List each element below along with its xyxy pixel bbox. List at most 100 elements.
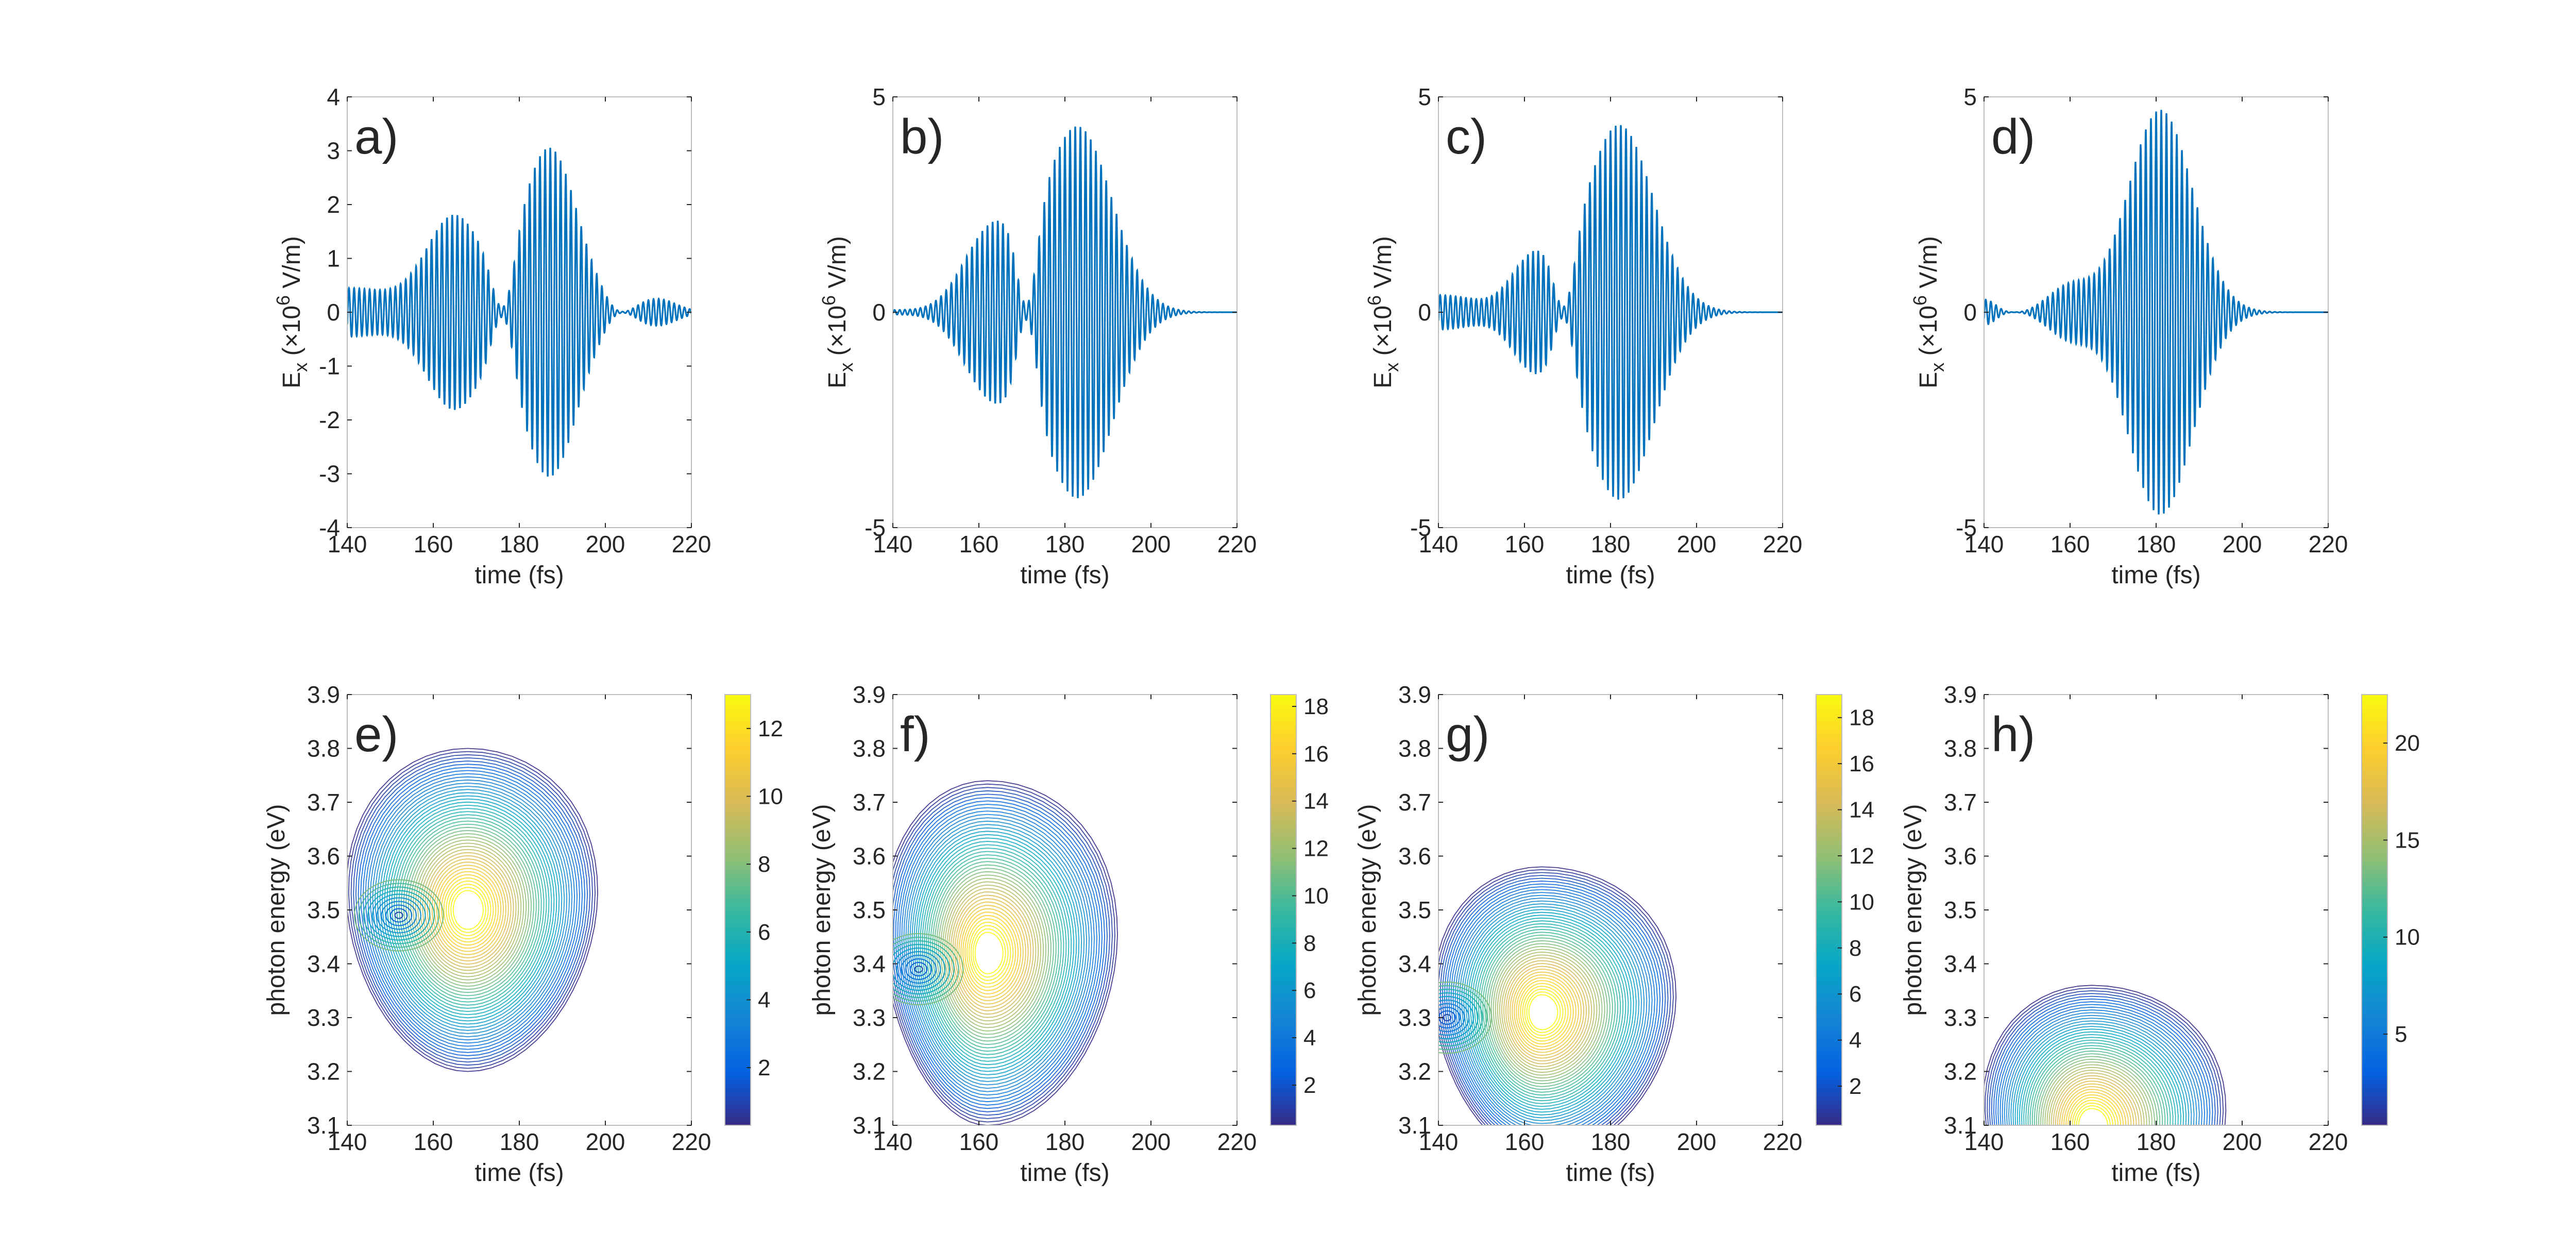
colorbar-tick-label: 12: [758, 716, 783, 741]
contour-line: [946, 884, 1039, 1022]
contour-line: [413, 836, 527, 984]
contour-line: [893, 943, 951, 994]
contour-line: [2031, 1048, 2166, 1125]
contour-line: [972, 928, 1006, 978]
contour-line: [916, 834, 1077, 1072]
contour-line: [381, 901, 417, 930]
colorbar-tick-label: 16: [1849, 751, 1874, 776]
contour-line: [2002, 1009, 2202, 1125]
x-tick-label: 180: [500, 1128, 539, 1155]
contour-line: [1438, 872, 1671, 1125]
contour-line: [893, 793, 1108, 1112]
contour-line: [1995, 1001, 2211, 1125]
contour-line: [2033, 1050, 2163, 1125]
series-line: [893, 126, 1237, 499]
contour-line: [2021, 1034, 2179, 1125]
contour-line: [962, 911, 1019, 994]
y-tick-label: 3.4: [1944, 951, 1977, 977]
x-tick-label: 220: [1217, 531, 1257, 558]
y-label-sub: x: [1381, 363, 1402, 372]
y-tick-label: 3.5: [307, 897, 340, 923]
contour-line: [940, 874, 1046, 1032]
panel-label: c): [1446, 109, 1487, 164]
contour-line: [913, 831, 1080, 1075]
contour-line: [1438, 992, 1479, 1043]
y-tick-label: 4: [327, 83, 340, 110]
contour-line: [968, 921, 1011, 985]
contour-line: [893, 787, 1113, 1119]
contour-line: [2036, 1053, 2160, 1125]
contour-line: [385, 904, 413, 926]
contour-line: [954, 898, 1029, 1008]
x-tick-label: 220: [2309, 531, 2348, 558]
colorbar-tick-label: 14: [1849, 798, 1874, 823]
contour-line: [896, 951, 941, 987]
colorbar: 5 10 15 20: [2361, 694, 2420, 1126]
y-axis-label: photon energy (eV): [263, 804, 290, 1016]
y-tick-label: 3.6: [307, 843, 340, 870]
contour-line: [893, 790, 1110, 1116]
contour-line: [893, 940, 955, 998]
x-tick-label: 220: [1217, 1128, 1257, 1155]
y-tick-label: 3.2: [1944, 1058, 1977, 1085]
x-tick-label: 200: [2223, 1128, 2262, 1155]
colorbar-tick-label: 20: [2395, 731, 2420, 756]
contour-line: [1507, 966, 1585, 1059]
contour-line: [1495, 949, 1600, 1076]
colorbar-tick-label: 18: [1303, 694, 1329, 719]
y-tick-label: 3.6: [853, 843, 886, 870]
panel-label: h): [1991, 707, 2035, 762]
y-tick-label: 5: [1963, 83, 1977, 110]
contour-line: [379, 792, 563, 1028]
contour-lines: [893, 780, 1118, 1125]
contour-line: [358, 883, 439, 948]
y-tick-label: 3.3: [1944, 1004, 1977, 1031]
y-tick-label: -5: [865, 514, 886, 541]
contour-line: [897, 804, 1100, 1103]
y-tick-label: 3.1: [853, 1112, 886, 1139]
y-tick-label: 3.1: [1944, 1112, 1977, 1139]
series-line: [1438, 125, 1783, 500]
y-tick-label: 3.9: [853, 681, 886, 708]
x-tick-label: 160: [959, 1128, 999, 1155]
contour-line: [944, 881, 1042, 1025]
contour-line: [436, 868, 502, 952]
contour-line: [893, 780, 1118, 1125]
y-tick-label: 3.7: [1944, 789, 1977, 816]
colorbar-tick-label: 10: [1303, 883, 1329, 908]
chart-panel-e: 140 160 180 200 220 time (fs) 3.1 3.2 3.3 3.4 3.5 3…: [263, 681, 783, 1187]
contour-line: [2067, 1094, 2122, 1125]
contour-line: [438, 871, 499, 949]
contour-line: [932, 861, 1057, 1045]
contour-line: [429, 858, 509, 961]
y-tick-label: -5: [1956, 514, 1977, 541]
contour-line: [360, 767, 583, 1053]
y-tick-label: 3.4: [1398, 951, 1431, 977]
colorbar-tick-label: 12: [1849, 843, 1874, 869]
contour-line: [911, 827, 1082, 1079]
contour-line: [1526, 991, 1561, 1033]
contour-line: [2008, 1018, 2195, 1125]
contour-line: [2074, 1102, 2113, 1125]
contour-line: [2016, 1028, 2184, 1125]
chart-panel-c: 140 160 180 200 220 time (fs) -5 0 5 c) Ex (×106 V…: [1364, 83, 1802, 589]
colorbar-tick-label: 4: [758, 987, 770, 1012]
colorbar-gradient: [1816, 694, 1842, 1126]
y-axis-label: photon energy (eV): [1900, 804, 1927, 1016]
y-tick-label: 5: [872, 83, 886, 110]
contour-line: [353, 757, 591, 1063]
x-tick-label: 180: [1045, 531, 1085, 558]
y-tick-label: 3.1: [1398, 1112, 1431, 1139]
colorbar-tick-label: 16: [1303, 741, 1329, 767]
contour-line: [1461, 903, 1642, 1121]
x-tick-label: 220: [672, 1128, 711, 1155]
x-axis-label: time (fs): [1020, 562, 1109, 589]
x-tick-label: 200: [1131, 1128, 1171, 1155]
contour-line: [1448, 886, 1658, 1125]
y-axis-label: Ex (×106 V/m): [273, 236, 311, 388]
contour-line: [2014, 1026, 2187, 1125]
y-tick-label: -3: [319, 461, 340, 487]
y-axis-label: Ex (×106 V/m): [1364, 236, 1402, 388]
y-label-pre: (×10: [1915, 306, 1942, 363]
y-tick-label: 3.5: [1944, 897, 1977, 923]
